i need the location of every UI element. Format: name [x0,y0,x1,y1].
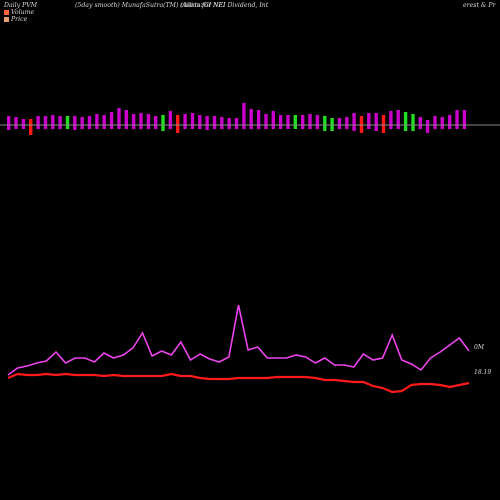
legend-volume: Volume [4,9,34,16]
volume-bar [139,113,143,129]
volume-bar [462,110,467,129]
volume-bar [418,117,422,129]
volume-bar [73,116,77,130]
volume-bar [21,119,26,129]
volume-bar [345,117,349,129]
volume-bar [352,113,356,131]
volume-bar [117,108,121,129]
volume-bar [36,116,40,129]
volume-bar [146,114,151,129]
volume-bar [264,114,268,129]
volume-bar [448,115,452,129]
volume-bar [293,115,297,129]
volume-bar [411,114,415,131]
volume-bars [7,103,467,135]
volume-bar [154,116,158,129]
price-value-label: 18.19 [474,369,491,376]
volume-bar [455,110,459,129]
volume-bar [242,103,246,129]
volume-bar [323,116,327,131]
volume-bar [168,111,173,129]
volume-bar [7,116,11,130]
volume-value-label: 0M [474,344,485,351]
chart-header-company: (AllianzGI NEI Dividend, Int [180,2,269,9]
volume-bar [286,115,290,129]
volume-bar [315,115,320,129]
volume-bar [176,115,180,133]
volume-bar [301,115,305,129]
legend-price: Price [4,16,27,23]
chart-header-description: (5day smooth) MunafaSutra(TM) charts for… [75,2,226,9]
volume-bar [95,114,99,129]
volume-bar [308,114,312,129]
volume-bar [337,118,342,129]
volume-bar [102,115,106,129]
volume-bar [278,115,283,129]
legend-price-label: Price [11,16,28,23]
volume-bar [220,117,224,129]
volume-bar [43,116,48,129]
volume-bar [58,116,62,129]
volume-bar [14,117,18,129]
volume-bar [374,113,378,131]
volume-bar [65,116,70,129]
volume-bar [227,118,231,129]
volume-bar [124,110,128,129]
volume-bar [205,116,209,130]
volume-bar [109,112,114,129]
volume-bar [396,110,400,129]
legend-price-swatch [4,17,9,22]
volume-bar [234,118,239,129]
volume-bar [433,116,437,129]
price-line [7,372,470,394]
volume-bar [403,112,408,131]
volume-bar [367,113,371,129]
volume-bar [271,111,275,129]
volume-bar [198,115,202,129]
volume-line [7,304,470,376]
volume-bar [389,111,393,129]
volume-bar [80,117,84,129]
legend-volume-label: Volume [11,9,35,16]
volume-bar [440,117,444,129]
chart-header-type: Daily PVM [4,2,38,9]
volume-bar [190,113,195,129]
volume-bar [256,110,261,129]
volume-bar [425,120,430,133]
legend-volume-swatch [4,10,9,15]
volume-bar [51,115,55,129]
chart-header-company-cont: erest & Pr [463,2,496,9]
volume-bar [29,119,33,135]
volume-bar [249,109,253,129]
volume-bar [381,115,386,133]
volume-bar [161,115,165,131]
volume-bar [131,114,136,129]
volume-bar [183,114,187,129]
volume-bar [212,116,217,129]
volume-bar [87,116,92,129]
